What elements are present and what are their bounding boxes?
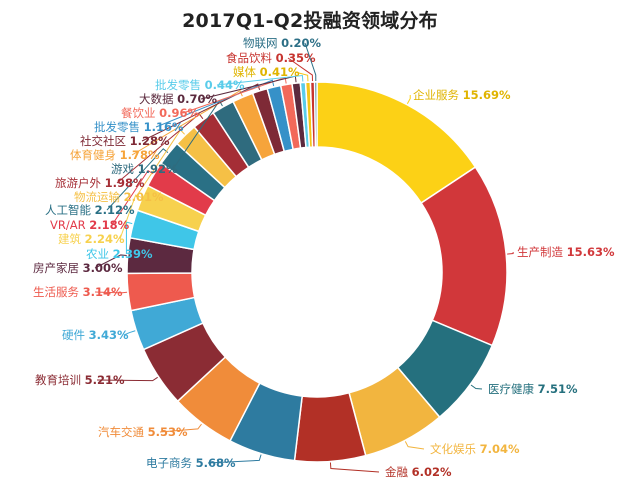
slice-26: [313, 81, 318, 148]
slice-label-12: 建筑 2.24%: [58, 232, 125, 246]
leader-line-25: [287, 57, 313, 82]
slice-label-17: 游戏 1.92%: [111, 162, 178, 176]
slice-label-25: 食品饮料 0.35%: [226, 51, 316, 65]
slice-1: [420, 166, 508, 347]
leader-line-10: [94, 254, 127, 269]
slice-label-15: 物流运输 2.01%: [74, 190, 164, 204]
leader-line-18: [131, 89, 243, 156]
slice-label-7: 教育培训 5.21%: [35, 373, 125, 387]
leader-line-23: [216, 74, 304, 86]
slice-label-16: 旅游户外 1.98%: [55, 176, 145, 190]
leader-line-20: [155, 79, 275, 128]
leader-line-1: [507, 252, 514, 255]
slice-label-10: 房产家居 3.00%: [33, 261, 123, 275]
slice-label-11: 农业 2.39%: [86, 247, 153, 261]
leader-line-3: [404, 441, 425, 450]
leader-line-8: [123, 330, 136, 336]
leader-line-16: [116, 113, 204, 184]
chart-title: 2017Q1-Q2投融资领域分布: [182, 10, 438, 32]
slice-label-18: 体育健身 1.78%: [70, 148, 160, 162]
leader-line-7: [96, 376, 158, 382]
leader-line-13: [111, 169, 154, 226]
slice-label-5: 电子商务 5.68%: [146, 456, 236, 470]
slice-label-14: 人工智能 2.12%: [45, 203, 135, 217]
leader-line-0: [406, 95, 411, 104]
leader-line-26: [304, 42, 317, 82]
slice-label-26: 物联网 0.20%: [243, 36, 322, 50]
slice-label-6: 汽车交通 5.53%: [98, 425, 188, 439]
leader-line-6: [159, 423, 202, 433]
leader-line-9: [94, 291, 128, 294]
slice-label-4: 金融 6.02%: [385, 465, 452, 479]
slice-label-20: 批发零售 1.16%: [94, 120, 184, 134]
slice-label-21: 餐饮业 0.96%: [121, 106, 200, 120]
slice-label-3: 文化娱乐 7.04%: [430, 442, 520, 456]
leader-line-12: [119, 194, 142, 240]
slice-label-13: VR/AR 2.18%: [50, 218, 130, 232]
leader-line-4: [329, 462, 380, 473]
slice-label-22: 大数据 0.70%: [139, 92, 218, 106]
slice-label-2: 医疗健康 7.51%: [488, 382, 578, 396]
slice-label-1: 生产制造 15.63%: [517, 245, 615, 259]
slice-label-24: 媒体 0.41%: [233, 65, 300, 79]
slice-label-9: 生活服务 3.14%: [33, 285, 123, 299]
leader-line-2: [470, 384, 483, 390]
slice-label-19: 社交社区 1.28%: [80, 134, 170, 148]
leader-line-19: [141, 83, 261, 142]
leader-line-24: [294, 71, 309, 82]
slice-label-23: 批发零售 0.44%: [155, 78, 245, 92]
leader-line-5: [207, 454, 262, 464]
slice-label-0: 企业服务 15.69%: [413, 88, 511, 102]
slice-label-8: 硬件 3.43%: [62, 328, 129, 342]
